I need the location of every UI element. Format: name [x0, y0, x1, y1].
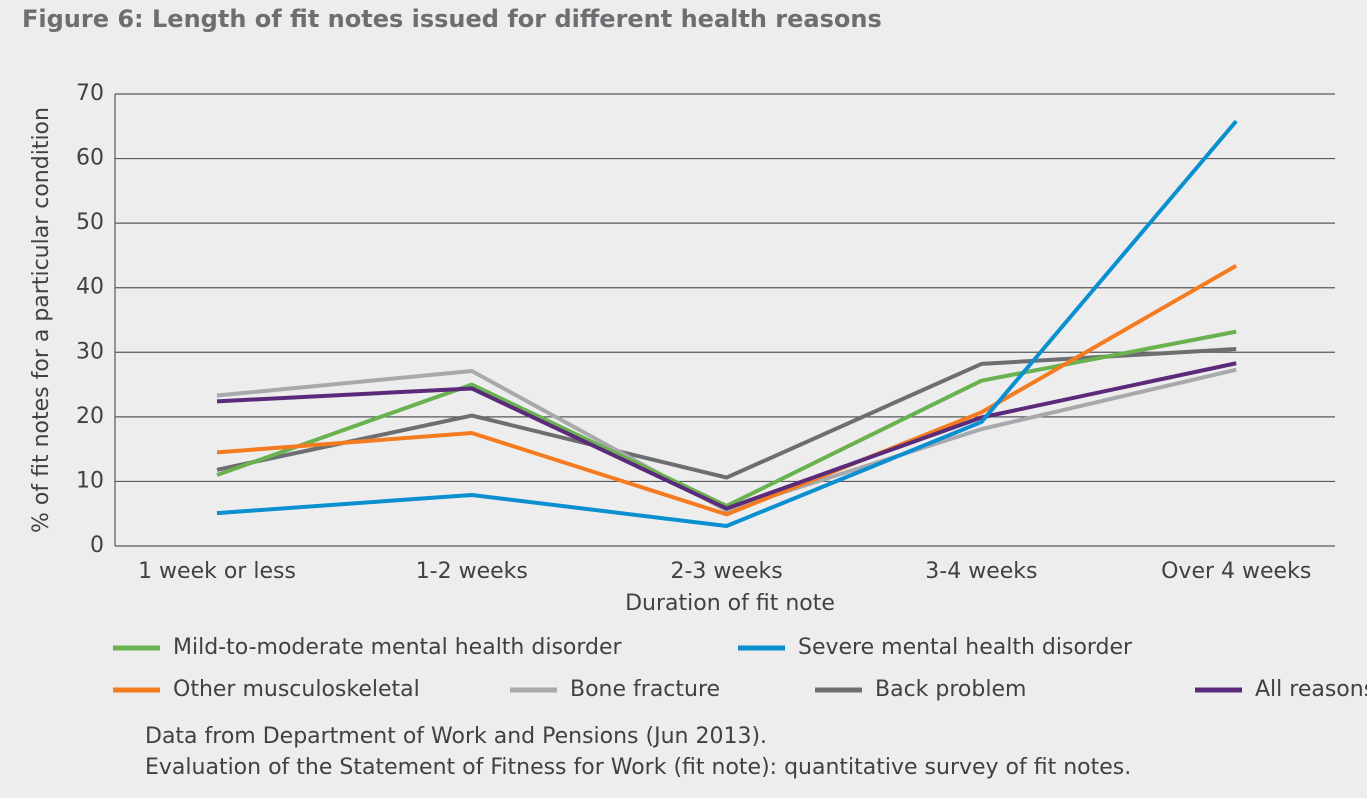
legend-label: Mild-to-moderate mental health disorder	[173, 635, 623, 660]
series-line	[216, 347, 1237, 480]
legend-label: Bone fracture	[570, 677, 720, 702]
y-tick-label: 0	[90, 533, 104, 558]
chart-title: Figure 6: Length of fit notes issued for…	[22, 5, 882, 33]
y-tick-label: 30	[76, 339, 104, 364]
y-tick-label: 10	[76, 468, 104, 493]
legend-label: All reasons	[1255, 677, 1367, 702]
y-axis-label: % of fit notes for a particular conditio…	[29, 107, 54, 533]
x-tick-label: Over 4 weeks	[1161, 559, 1311, 584]
legend-label: Other musculoskeletal	[173, 677, 420, 702]
y-tick-label: 60	[76, 146, 104, 171]
source-note: Evaluation of the Statement of Fitness f…	[145, 755, 1131, 780]
x-tick-label: 3-4 weeks	[925, 559, 1037, 584]
x-tick-label: 2-3 weeks	[670, 559, 782, 584]
series-line	[216, 361, 1237, 511]
x-axis-label: Duration of fit note	[625, 591, 835, 616]
legend-label: Back problem	[875, 677, 1026, 702]
x-tick-label: 1 week or less	[138, 559, 296, 584]
y-tick-label: 20	[76, 404, 104, 429]
x-tick-label: 1-2 weeks	[416, 559, 528, 584]
y-tick-label: 40	[76, 275, 104, 300]
series-line	[216, 119, 1238, 528]
y-tick-label: 70	[76, 81, 104, 106]
y-tick-label: 50	[76, 210, 104, 235]
source-note: Data from Department of Work and Pension…	[145, 724, 767, 749]
series-line	[216, 264, 1238, 517]
legend-label: Severe mental health disorder	[798, 635, 1133, 660]
